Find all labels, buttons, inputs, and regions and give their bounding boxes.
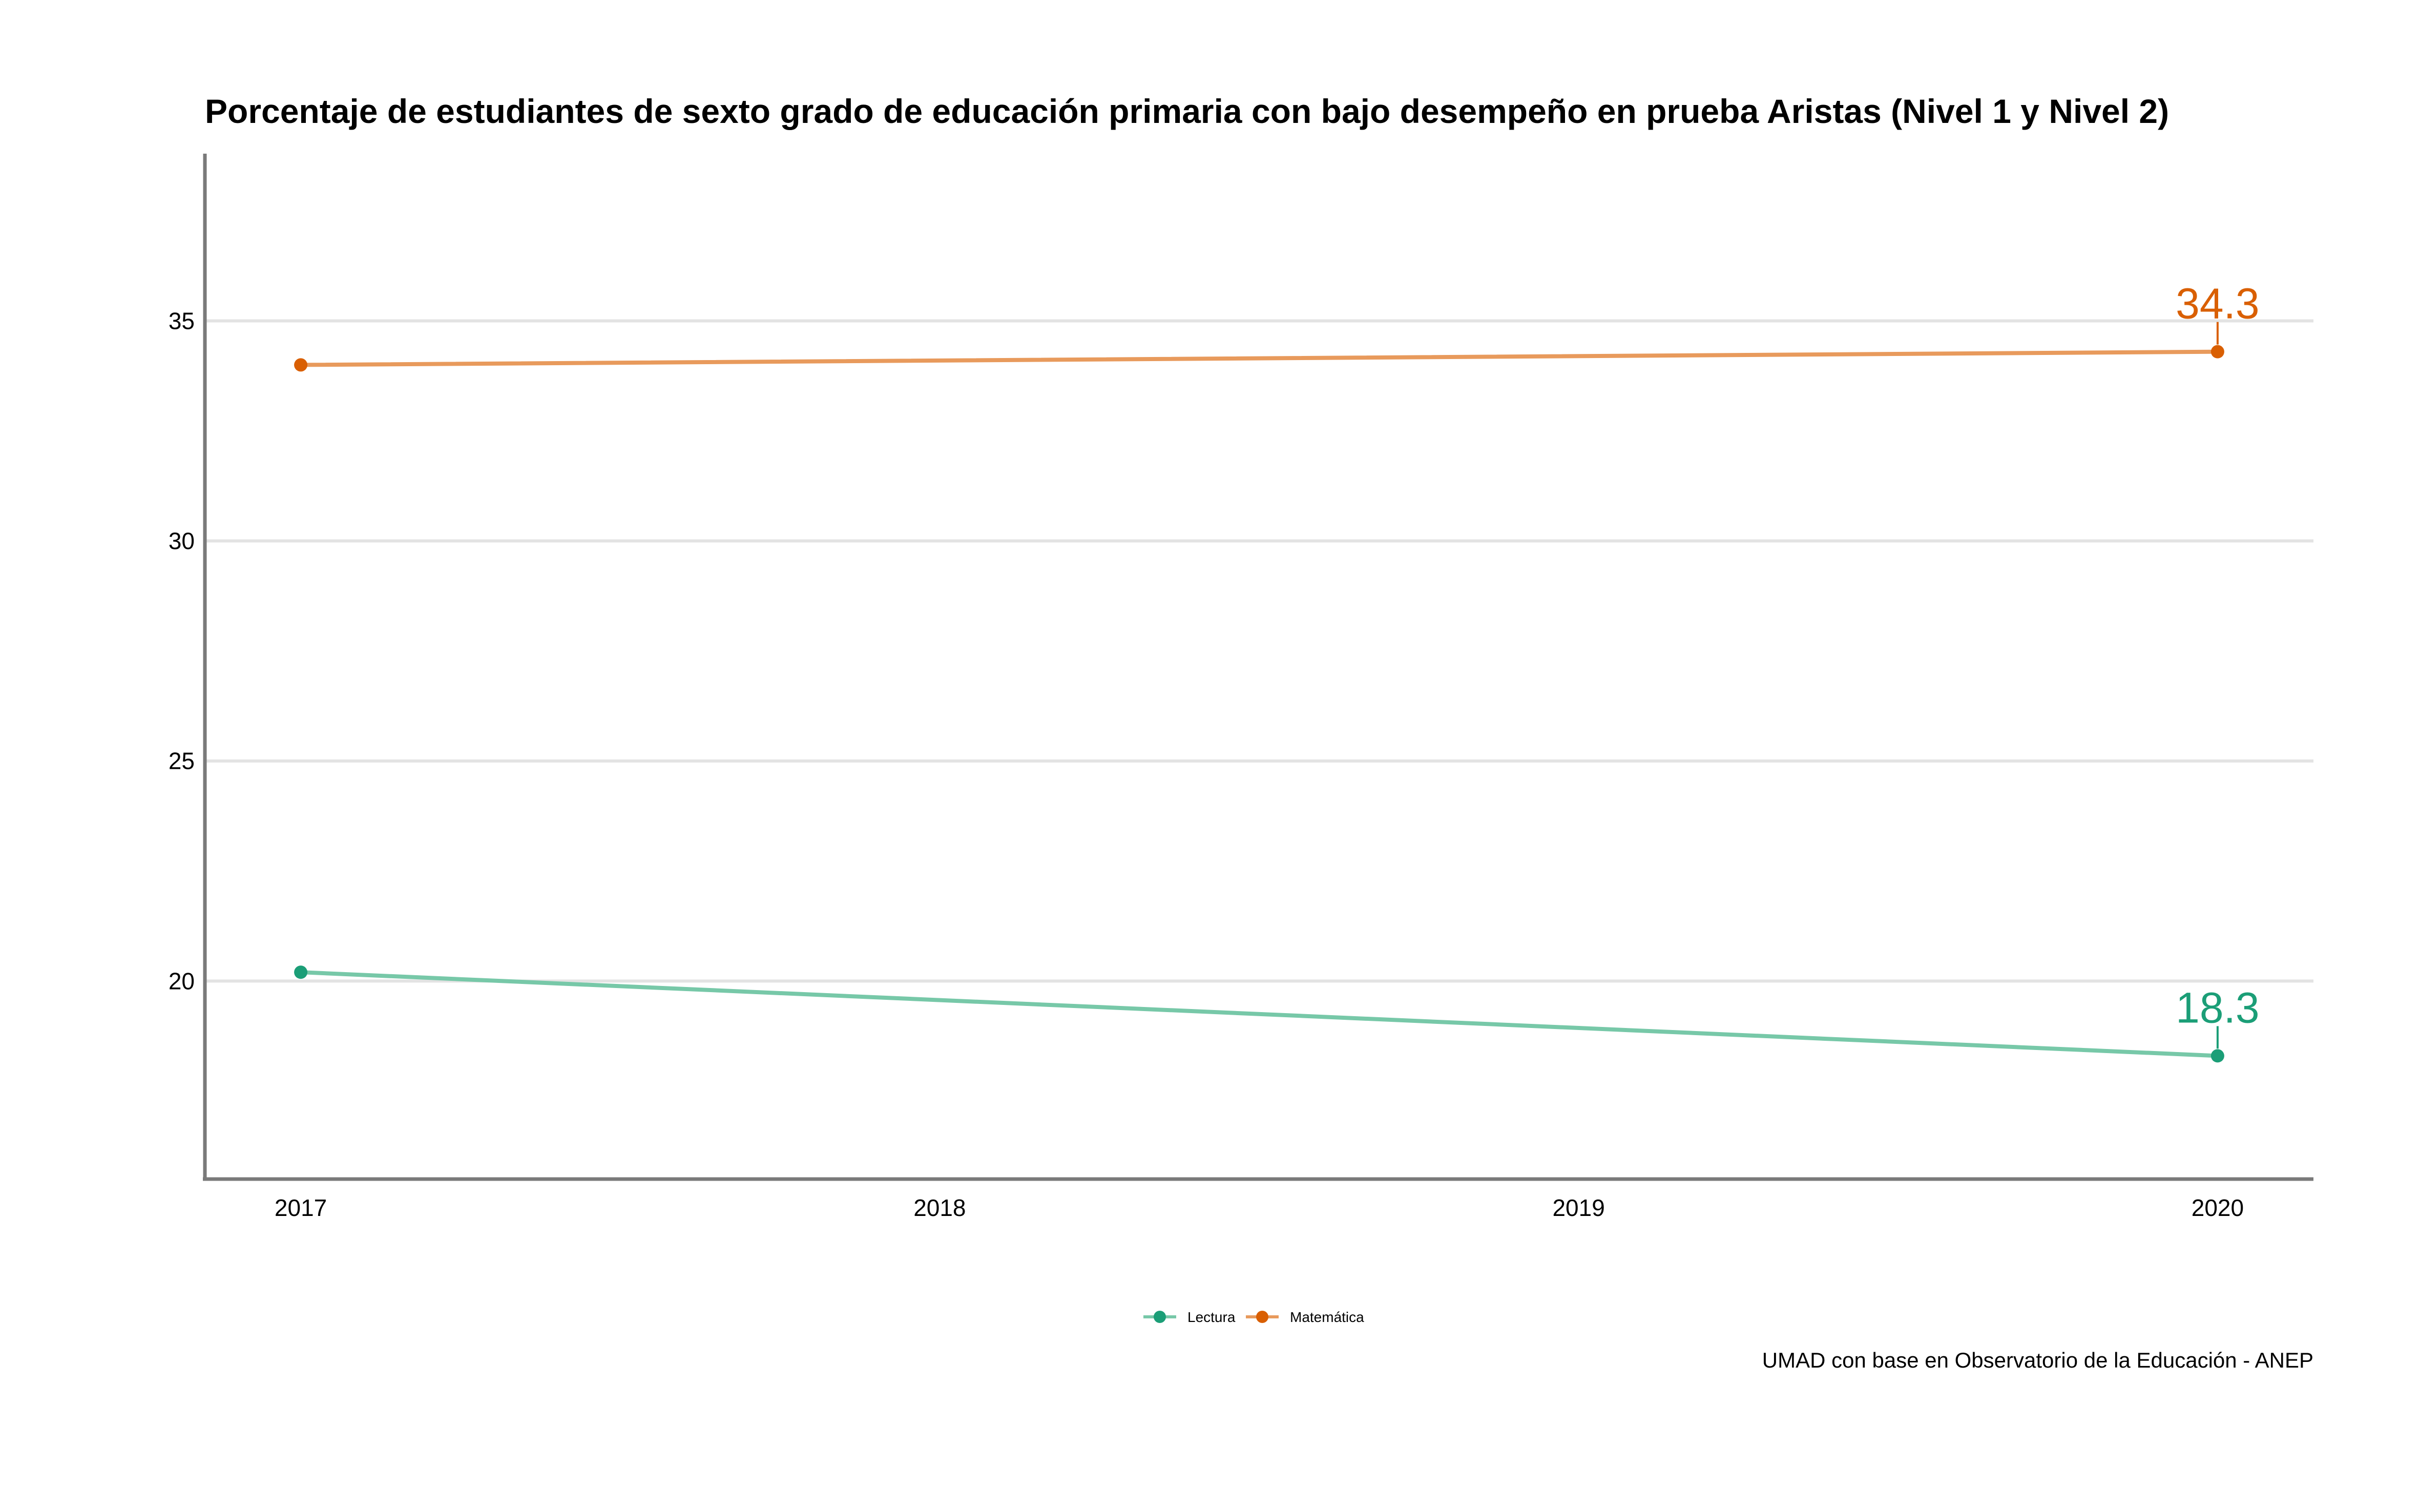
y-tick-label-25: 25 [169, 748, 195, 774]
x-tick-label-2018: 2018 [913, 1194, 966, 1221]
legend-label-matemática: Matemática [1290, 1309, 1364, 1325]
y-tick-label-20: 20 [169, 968, 195, 994]
legend-key-point-matemática [1256, 1311, 1268, 1323]
legend: Lectura Matemática [1143, 1309, 1364, 1325]
x-tick-label-2019: 2019 [1552, 1194, 1604, 1221]
chart-caption: UMAD con base en Observatorio de la Educ… [1762, 1348, 2313, 1372]
data-label-lectura: 18.3 [2176, 983, 2260, 1032]
data-point-matemática-2020 [2210, 345, 2224, 359]
chart-title: Porcentaje de estudiantes de sexto grado… [205, 92, 2169, 130]
data-label-matemática: 34.3 [2176, 280, 2260, 328]
data-labels: 18.3 34.3 [2176, 280, 2260, 1049]
data-point-matemática-2017 [294, 358, 308, 372]
data-point-lectura-2017 [294, 965, 308, 979]
x-tick-label-2020: 2020 [2192, 1194, 2244, 1221]
x-tick-label-2017: 2017 [275, 1194, 327, 1221]
x-axis-tick-labels: 2017 2018 2019 2020 [275, 1194, 2244, 1221]
y-tick-label-35: 35 [169, 308, 195, 334]
series-line-lectura [299, 970, 2220, 1058]
series-line-matemática [299, 349, 2220, 367]
axes [203, 154, 2313, 1181]
legend-key-point-lectura [1154, 1311, 1166, 1323]
series [294, 345, 2224, 1063]
legend-label-lectura: Lectura [1187, 1309, 1236, 1325]
y-axis-tick-labels: 20 25 30 35 [169, 308, 195, 995]
data-point-lectura-2020 [2210, 1049, 2224, 1063]
y-tick-label-30: 30 [169, 528, 195, 554]
gridlines [205, 319, 2313, 983]
